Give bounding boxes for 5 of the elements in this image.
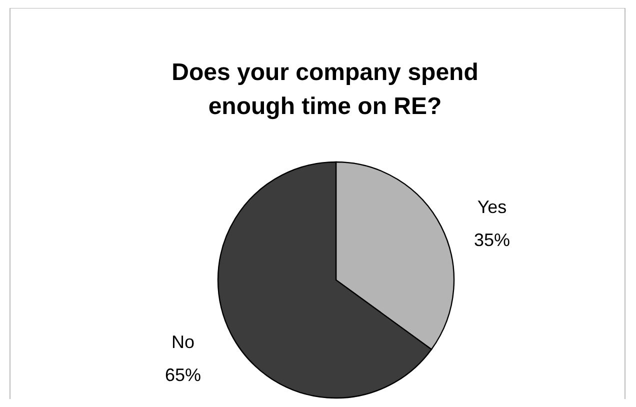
data-label: 65% xyxy=(164,365,202,385)
chart-title: Does your company spend enough time on RE? xyxy=(172,59,478,120)
slice-label: Yes xyxy=(477,197,507,217)
slice-label: No xyxy=(171,332,195,352)
data-label: 35% xyxy=(474,230,510,250)
